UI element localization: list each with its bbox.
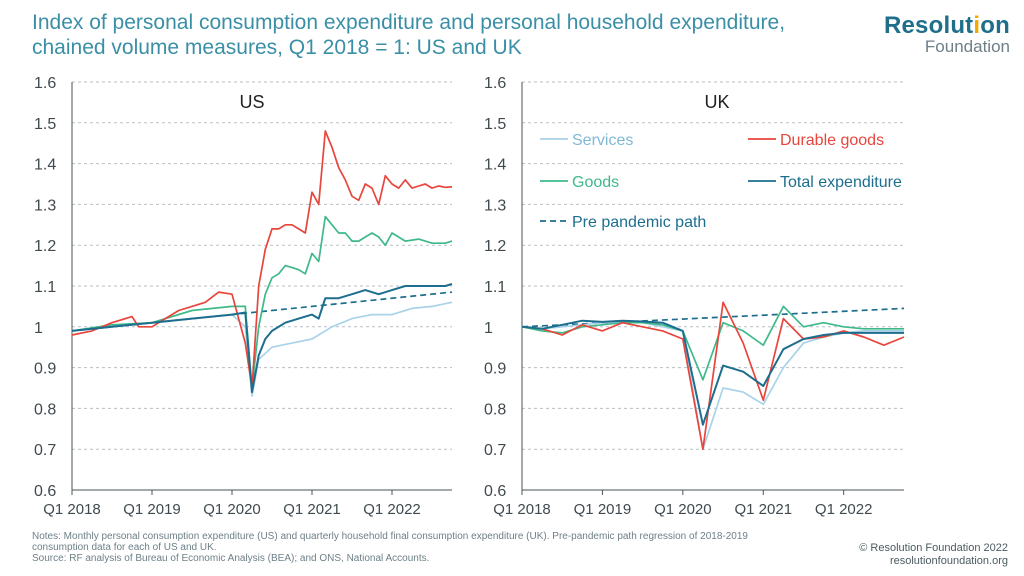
series-line-durable — [71, 130, 453, 389]
y-tick-label: 0.9 — [34, 361, 56, 378]
notes-text: Notes: Monthly personal consumption expe… — [32, 531, 748, 553]
y-tick-label: 0.6 — [484, 483, 506, 500]
y-tick-label: 1.6 — [484, 75, 506, 92]
x-tick-label: Q1 2019 — [123, 501, 181, 518]
logo-wordmark: Resolution — [883, 12, 1010, 39]
x-tick-label: Q1 2020 — [654, 501, 712, 518]
y-tick-label: 1.3 — [484, 197, 506, 214]
y-tick-label: 1.2 — [34, 238, 56, 255]
x-tick-label: Q1 2020 — [203, 501, 261, 518]
legend-label-goods: Goods — [572, 174, 619, 191]
y-tick-label: 1.5 — [34, 116, 56, 133]
y-tick-label: 0.7 — [34, 442, 56, 459]
y-tick-label: 1 — [484, 320, 493, 337]
y-tick-label: 0.7 — [484, 442, 506, 459]
y-tick-label: 1.1 — [34, 279, 56, 296]
series-line-total — [521, 319, 904, 426]
y-tick-label: 1.4 — [34, 157, 56, 174]
y-tick-label: 1.1 — [484, 279, 506, 296]
logo-subtitle: Foundation — [924, 37, 1010, 56]
y-tick-label: 0.8 — [484, 401, 506, 418]
logo-accent-letter: i — [973, 12, 981, 39]
y-tick-label: 1.5 — [484, 116, 506, 133]
x-tick-label: Q1 2018 — [493, 501, 551, 518]
y-tick-label: 0.8 — [34, 401, 56, 418]
y-tick-label: 1.3 — [34, 197, 56, 214]
resolution-foundation-logo: Resolution Foundation — [884, 14, 1010, 56]
series-line-pre-pandemic — [521, 307, 905, 328]
x-tick-label: Q1 2022 — [363, 501, 421, 518]
y-tick-label: 0.6 — [34, 483, 56, 500]
y-tick-label: 1.6 — [34, 75, 56, 92]
series-line-durable — [521, 301, 905, 451]
chart-title: Index of personal consumption expenditur… — [32, 11, 786, 59]
x-tick-label: Q1 2019 — [574, 501, 632, 518]
x-tick-label: Q1 2022 — [815, 501, 873, 518]
source-text: Source: RF analysis of Bureau of Economi… — [32, 553, 430, 564]
series-line-goods — [71, 215, 453, 389]
y-tick-label: 1.4 — [484, 157, 506, 174]
x-tick-label: Q1 2018 — [43, 501, 101, 518]
y-tick-label: 0.9 — [484, 361, 506, 378]
notes-block: Notes: Monthly personal consumption expe… — [32, 531, 792, 564]
y-tick-label: 1 — [34, 320, 43, 337]
series-line-services — [521, 321, 904, 451]
legend-label-durable: Durable goods — [780, 132, 884, 149]
x-tick-label: Q1 2021 — [734, 501, 792, 518]
y-tick-label: 1.2 — [484, 238, 506, 255]
copyright-text: © Resolution Foundation 2022 — [859, 542, 1008, 554]
footer-credits: © Resolution Foundation 2022 resolutionf… — [859, 542, 1008, 568]
legend-label-services: Services — [572, 132, 633, 149]
series-line-total — [71, 283, 453, 394]
website-text: resolutionfoundation.org — [889, 555, 1008, 567]
legend-label-pre-pandemic: Pre pandemic path — [572, 214, 706, 231]
panel-label: US — [239, 92, 264, 112]
panel-label: UK — [704, 92, 729, 112]
legend-label-total: Total expenditure — [780, 174, 902, 191]
x-tick-label: Q1 2021 — [283, 501, 341, 518]
